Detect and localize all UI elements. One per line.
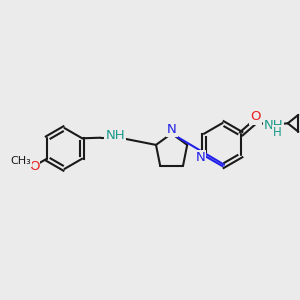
- Text: H: H: [273, 126, 282, 139]
- Text: CH₃: CH₃: [10, 156, 31, 166]
- Text: O: O: [29, 160, 39, 173]
- Text: N: N: [195, 151, 205, 164]
- Text: O: O: [250, 110, 261, 124]
- Text: NH: NH: [105, 129, 125, 142]
- Text: NH: NH: [264, 119, 283, 132]
- Text: N: N: [167, 123, 176, 136]
